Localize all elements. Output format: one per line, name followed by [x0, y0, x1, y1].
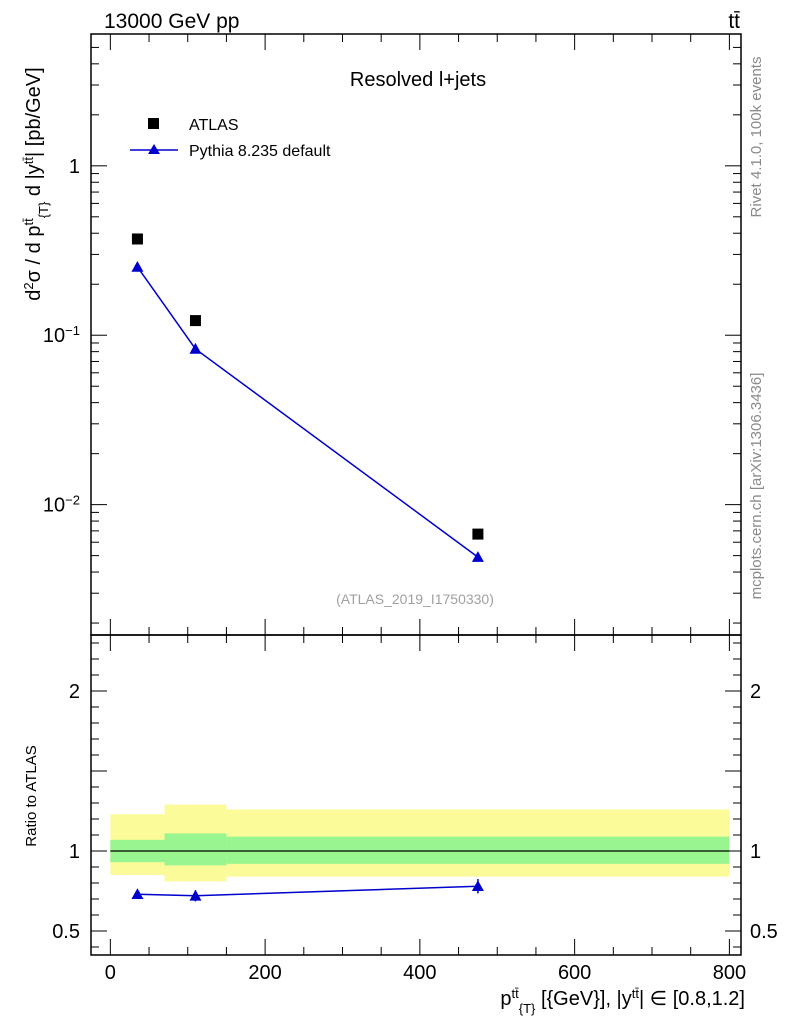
atlas-point — [472, 528, 484, 540]
ratio-pythia-point — [189, 889, 202, 901]
ratio-pythia-point — [471, 880, 484, 891]
pythia-point — [131, 260, 144, 272]
main-ticks — [91, 33, 741, 635]
ratio-band-inner — [226, 836, 730, 864]
ratio-y-axis-label: Ratio to ATLAS — [23, 745, 40, 846]
legend-pythia-marker — [148, 144, 160, 154]
ratio-band-inner — [164, 833, 227, 866]
x-axis-label: ptt̄{T} [{GeV}], |ytt̄| ∈ [0.8,1.2] — [500, 986, 745, 1016]
main-y-axis-label: d2σ / d ptt̄{T} d |ytt̄| [pb/GeV] — [21, 67, 51, 300]
main-y-tick-label: 10−1 — [43, 323, 80, 348]
ratio-pythia-point — [131, 888, 144, 899]
analysis-watermark: (ATLAS_2019_I1750330) — [336, 591, 494, 607]
ratio-y-tick-label: 2 — [69, 681, 80, 703]
rivet-label: Rivet 4.1.0, 100k events — [748, 57, 765, 218]
legend-atlas-label: ATLAS — [189, 117, 239, 134]
ratio-pythia-line — [137, 885, 478, 897]
legend-atlas-marker — [148, 118, 159, 129]
atlas-point — [131, 233, 143, 245]
ratio-y-tick-label-right: 0.5 — [750, 921, 778, 943]
main-panel: 1 10−1 10−2 Resolved l+jets (ATLAS_2019_I1… — [21, 33, 742, 636]
x-tick-label: 200 — [248, 962, 281, 984]
main-ytick-labels: 1 10−1 10−2 — [43, 156, 80, 517]
x-tick-label: 800 — [713, 962, 746, 984]
ratio-panel: 0.5 0.51 12 2 0 200 400 600 800 Ratio to ATLAS … — [23, 634, 778, 1016]
atlas-point — [189, 315, 201, 327]
ratio-xtick-labels: 0 200 400 600 800 — [105, 962, 746, 984]
main-y-tick-label: 10−2 — [43, 492, 80, 517]
mcplots-label: mcplots.cern.ch [arXiv:1306.3436] — [748, 373, 765, 600]
legend-pythia-label: Pythia 8.235 default — [189, 143, 331, 160]
energy-label: 13000 GeV pp — [104, 10, 239, 33]
x-tick-label: 0 — [105, 962, 116, 984]
pythia-point — [189, 342, 202, 354]
plot-title: Resolved l+jets — [350, 69, 486, 91]
ratio-series — [131, 879, 484, 902]
pythia-line — [136, 266, 479, 558]
ratio-ticks — [91, 635, 741, 955]
main-y-tick-label: 1 — [69, 156, 80, 178]
x-tick-label: 600 — [558, 962, 591, 984]
main-series — [131, 233, 484, 562]
ratio-y-tick-label: 0.5 — [52, 921, 80, 943]
process-label: tt̄ — [728, 10, 740, 33]
pythia-point — [471, 551, 484, 562]
ratio-y-tick-label-right: 2 — [750, 681, 761, 703]
ratio-frame — [90, 634, 742, 956]
ratio-ytick-labels: 0.5 0.5 1 1 2 2 — [52, 681, 778, 943]
x-tick-label: 400 — [403, 962, 436, 984]
ratio-y-tick-label-right: 1 — [750, 841, 761, 863]
ratio-y-tick-label: 1 — [69, 841, 80, 863]
legend: ATLAS Pythia 8.235 default — [130, 117, 331, 160]
